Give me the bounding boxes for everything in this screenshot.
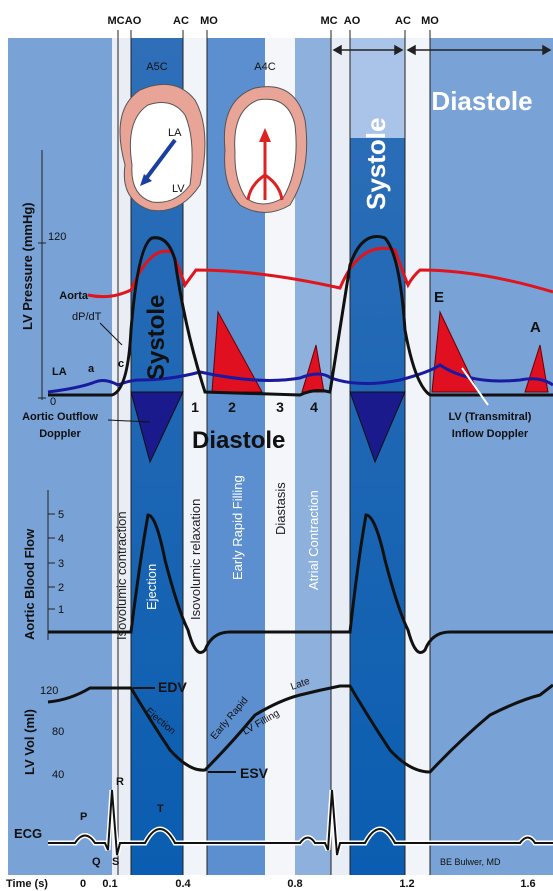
phase-label: Atrial Contraction (306, 490, 321, 590)
label: Inflow Doppler (452, 428, 529, 440)
tick-label: 3 (58, 558, 64, 570)
tick-label: 0 (50, 396, 56, 408)
tick-label: 40 (52, 769, 64, 781)
phase-label: Ejection (144, 564, 159, 610)
label: Aortic Outflow (22, 411, 98, 423)
view-label: A4C (254, 61, 275, 73)
axis-title: Aortic Blood Flow (22, 528, 37, 640)
phase-number: 1 (191, 399, 199, 415)
marker: AC (173, 15, 189, 27)
label: R (116, 776, 124, 788)
marker: AC (395, 15, 411, 27)
phase-label: Isovolumic contraction (114, 511, 129, 640)
label: LA (52, 366, 67, 378)
label: Q (92, 856, 101, 868)
phase-number: 3 (276, 399, 284, 415)
label: c (118, 358, 124, 370)
label: EDV (158, 679, 187, 695)
tick-label: 2 (58, 582, 64, 594)
tick-label: 120 (40, 685, 58, 697)
label: Systole (143, 295, 170, 380)
tick-label: 80 (52, 726, 64, 738)
label: P (80, 811, 87, 823)
wiggers-diagram: MC AO AC MO MC AO AC MO A5C A4C Systole … (0, 0, 553, 891)
marker: MC (320, 15, 337, 27)
axis-title: LV Vol (ml) (22, 709, 37, 775)
label: Aorta (59, 290, 89, 302)
tick-label: 0 (80, 878, 86, 890)
label: LV (Transmitral) (449, 411, 532, 423)
phase-number: 2 (228, 399, 236, 415)
credit: BE Bulwer, MD (440, 857, 501, 867)
header-systole: Systole (361, 118, 391, 211)
label: T (157, 803, 164, 815)
phase-label: Isovolumic relaxation (188, 499, 203, 620)
label: dP/dT (72, 311, 102, 323)
heart-a4c (224, 87, 306, 213)
marker: MO (200, 15, 218, 27)
marker: MC (107, 15, 124, 27)
label: a (88, 363, 95, 375)
heart-a5c: LA LV (120, 84, 205, 210)
heart-label: LA (168, 127, 182, 139)
tick-label: 1.6 (520, 878, 535, 890)
phase-label: Early Rapid Filling (230, 475, 245, 580)
tick-label: 120 (48, 231, 66, 243)
marker: MO (421, 15, 439, 27)
header-diastole: Diastole (431, 86, 532, 116)
axis-title: LV Pressure (mmHg) (20, 202, 35, 330)
phase-label: Diastasis (273, 482, 288, 535)
tick-label: 1 (58, 604, 64, 616)
label: Doppler (39, 428, 81, 440)
tick-label: 1.2 (399, 878, 414, 890)
label: Diastole (192, 427, 285, 454)
tick-label: 0.4 (175, 878, 191, 890)
tick-label: 0.8 (287, 878, 302, 890)
tick-label: 4 (58, 533, 64, 545)
label: ESV (240, 765, 269, 781)
marker: AO (344, 15, 361, 27)
axis-title: ECG (14, 826, 42, 841)
marker: AO (125, 15, 142, 27)
view-label: A5C (146, 61, 167, 73)
tick-label: 5 (58, 509, 64, 521)
axis-title: Time (s) (6, 878, 48, 890)
label: E (434, 289, 444, 306)
tick-label: 0.1 (102, 878, 117, 890)
phase-number: 4 (310, 399, 318, 415)
label: A (530, 319, 541, 336)
heart-label: LV (172, 183, 185, 195)
label: S (112, 856, 119, 868)
